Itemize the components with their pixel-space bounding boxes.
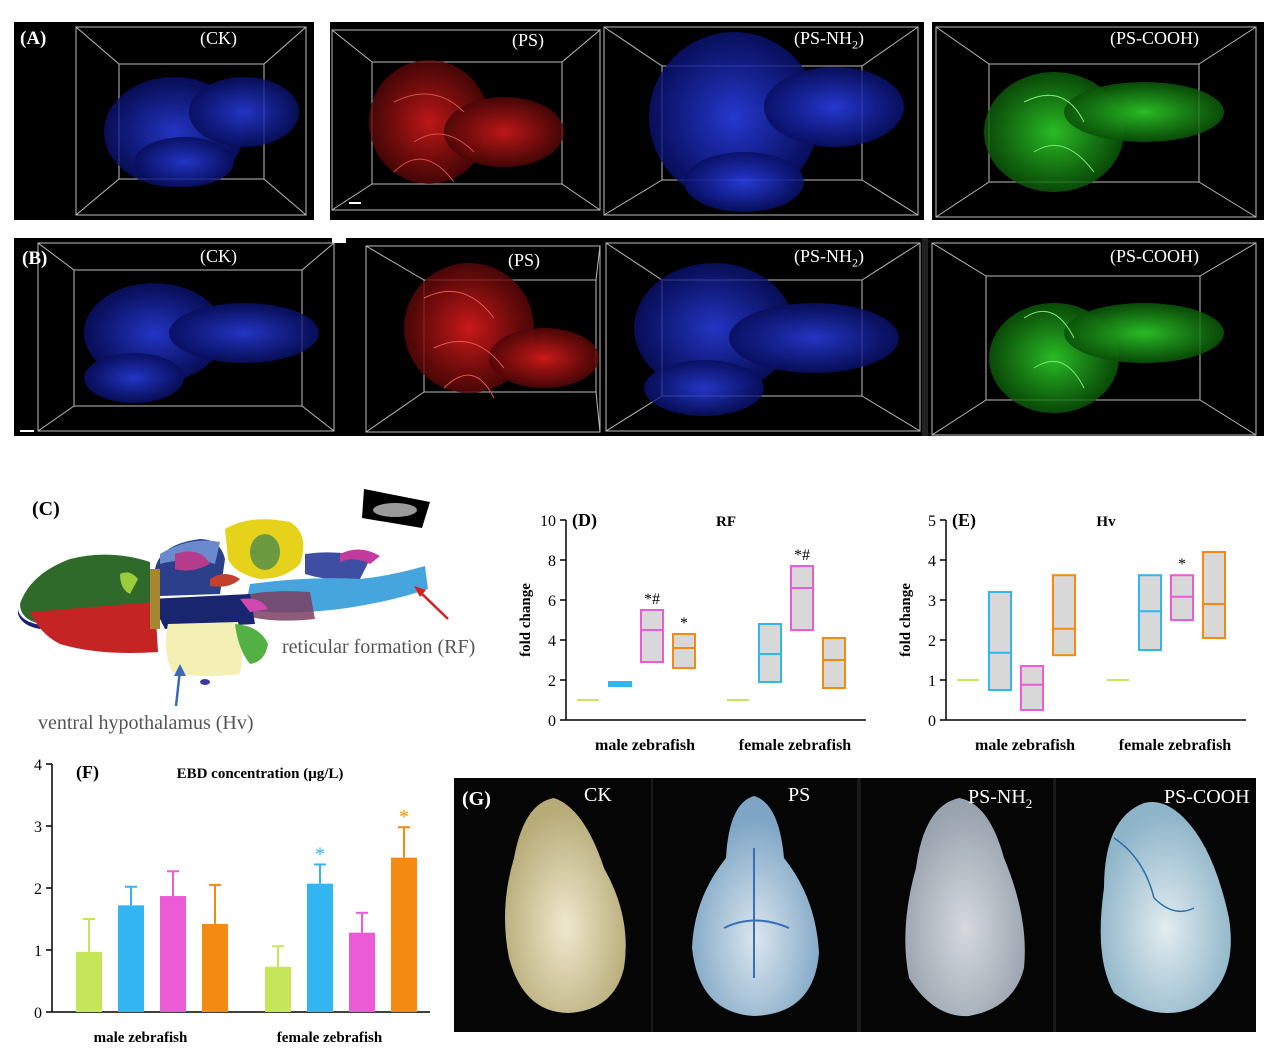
chart-title: RF <box>716 514 736 530</box>
brain-b-pscooh <box>989 303 1224 413</box>
y-tick-label: 4 <box>928 553 936 570</box>
panel-a-title-psnh2: (PS-NH2) <box>794 28 865 52</box>
chart-hv: 0 1 2 3 4 5 (E) Hv fold change male zebrafish fema… <box>898 510 1246 750</box>
chart-rf: 0 2 4 6 8 10 (D) RF fold change male zebrafish fem… <box>518 510 866 750</box>
bar <box>307 883 333 1012</box>
panel-g-title-ps: PS <box>788 784 811 806</box>
brain-a-ps <box>369 60 564 184</box>
box-mark <box>1202 551 1226 639</box>
group-label: male zebrafish <box>94 1030 188 1046</box>
brain-atlas <box>18 489 449 707</box>
chart-label: (F) <box>76 762 99 783</box>
panel-c-label: (C) <box>32 498 60 520</box>
panel-g-title-psnh2: PS-NH2 <box>968 786 1033 811</box>
brain-a-ck <box>104 77 299 187</box>
panel-g-label: (G) <box>462 788 491 810</box>
brain-b-psnh2 <box>634 263 899 416</box>
chart-title: EBD concentration (μg/L) <box>177 766 344 782</box>
bar <box>118 905 144 1012</box>
y-tick-label: 1 <box>928 673 936 690</box>
y-tick-label: 4 <box>548 633 556 650</box>
chart-ebd: 0 1 2 3 4 (F) EBD concentration (μg/L) male zeb… <box>34 757 430 1046</box>
panel-g: (G) CK PS PS-NH2 PS-COOH <box>454 778 1256 1032</box>
panel-a-image <box>75 22 1257 220</box>
significance-mark: *# <box>644 591 660 608</box>
y-tick-label: 2 <box>928 633 936 650</box>
brain-a-psnh2 <box>649 32 904 212</box>
panel-b-title-pscooh: (PS-COOH) <box>1110 246 1200 266</box>
chart-label: (D) <box>572 510 597 531</box>
brain-g-pscooh <box>1100 802 1231 1013</box>
box-mark <box>1138 574 1162 651</box>
panel-b-title-psnh2: (PS-NH2) <box>794 246 865 270</box>
box-mark <box>672 633 696 669</box>
panel-b-title-ck: (CK) <box>200 246 237 266</box>
panel-a: (A) (CK) (PS) (PS-NH2) (PS-COOH) <box>14 22 1264 220</box>
brain-b-ps <box>404 263 599 399</box>
panel-b-title-ps: (PS) <box>508 250 541 270</box>
panel-a-title-pscooh: (PS-COOH) <box>1110 28 1200 48</box>
y-tick-label: 5 <box>928 513 936 530</box>
bar <box>202 923 228 1012</box>
y-tick-label: 6 <box>548 593 556 610</box>
y-tick-label: 0 <box>928 713 936 730</box>
group-label: female zebrafish <box>1119 737 1232 750</box>
panel-a-label: (A) <box>20 28 47 49</box>
bar <box>391 857 417 1012</box>
bar <box>76 951 102 1012</box>
panel-b: (B) (CK) (PS) (PS-NH2) (PS-COOH) <box>14 238 1264 436</box>
y-tick-label: 2 <box>34 881 42 898</box>
significance-mark: * <box>315 843 325 865</box>
hv-label: ventral hypothalamus (Hv) <box>38 712 254 734</box>
y-tick-label: 8 <box>548 553 556 570</box>
brain-g-ck <box>505 798 626 1013</box>
y-tick-label: 3 <box>928 593 936 610</box>
significance-mark: * <box>399 806 409 828</box>
y-tick-label: 0 <box>34 1005 42 1022</box>
group-label: male zebrafish <box>975 737 1075 750</box>
chart-title: Hv <box>1096 514 1116 530</box>
panel-b-image <box>20 238 1257 436</box>
group-label: female zebrafish <box>739 737 852 750</box>
bar <box>349 932 375 1012</box>
brain-g-psnh2 <box>905 798 1025 1017</box>
chart-label: (E) <box>952 510 976 531</box>
panel-g-title-pscooh: PS-COOH <box>1164 786 1250 808</box>
box-mark <box>640 609 664 663</box>
box-mark <box>822 637 846 689</box>
panel-a-title-ck: (CK) <box>200 28 237 48</box>
y-tick-label: 3 <box>34 819 42 836</box>
group-label: male zebrafish <box>595 737 695 750</box>
box-mark <box>1020 665 1044 711</box>
y-axis-label: fold change <box>518 583 534 657</box>
y-axis-label: fold change <box>898 583 914 657</box>
y-tick-label: 2 <box>548 673 556 690</box>
y-tick-label: 4 <box>34 757 42 774</box>
panel-b-label: (B) <box>22 248 48 269</box>
panel-c: (C) reticular formation (RF) ventral hyp… <box>10 484 510 744</box>
panel-a-title-ps: (PS) <box>512 30 545 50</box>
bar <box>265 966 291 1012</box>
rf-label: reticular formation (RF) <box>282 636 476 658</box>
brain-b-ck <box>84 283 319 403</box>
group-label: female zebrafish <box>277 1030 383 1046</box>
box-mark <box>988 591 1012 691</box>
y-tick-label: 0 <box>548 713 556 730</box>
brain-a-pscooh <box>984 72 1224 192</box>
y-tick-label: 1 <box>34 943 42 960</box>
brain-g-ps <box>692 796 819 1016</box>
y-tick-label: 10 <box>540 513 556 530</box>
significance-mark: * <box>1178 556 1186 573</box>
box-mark <box>790 565 814 631</box>
significance-mark: * <box>680 615 688 632</box>
significance-mark: *# <box>794 547 810 564</box>
panel-g-title-ck: CK <box>584 784 612 806</box>
panel-g-image <box>505 778 1231 1032</box>
box-mark <box>1052 574 1076 657</box>
bar <box>160 896 186 1012</box>
